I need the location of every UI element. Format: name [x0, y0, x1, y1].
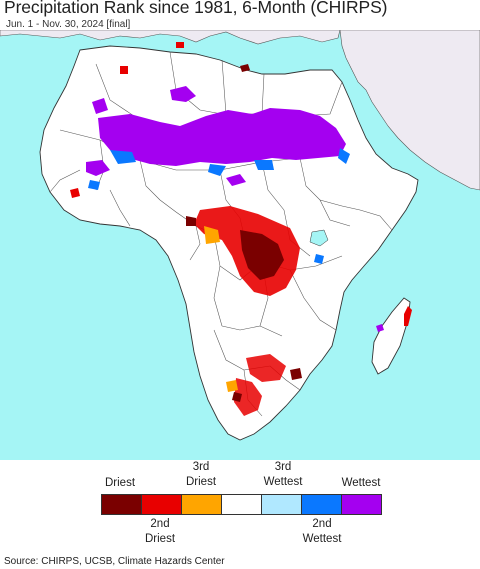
- legend-color-bar: [101, 494, 382, 515]
- legend-label-wettest: Wettest: [341, 477, 381, 489]
- legend-swatch-normal: [222, 495, 262, 514]
- legend-swatch-3rd-wettest: [262, 495, 302, 514]
- map-panel: [0, 30, 480, 460]
- europe-landmass: [0, 30, 341, 45]
- legend: Driest 3rd Driest 3rd Wettest Wettest 2n…: [0, 460, 480, 552]
- legend-swatch-wettest: [342, 495, 381, 514]
- legend-swatch-2nd-driest: [142, 495, 182, 514]
- dry-region-northwest: [70, 42, 412, 326]
- second-wettest-region: [88, 148, 350, 264]
- dry-region-south: [226, 354, 302, 416]
- dry-region-central: [186, 206, 300, 296]
- africa-map: [0, 30, 480, 460]
- legend-label-3rd-driest: 3rd Driest: [185, 461, 217, 488]
- legend-label-2nd-wettest: 2nd Wettest: [302, 518, 342, 545]
- map-title: Precipitation Rank since 1981, 6-Month (…: [4, 0, 388, 17]
- legend-label-2nd-driest: 2nd Driest: [144, 518, 176, 545]
- legend-label-3rd-wettest: 3rd Wettest: [263, 461, 303, 488]
- legend-label-driest: Driest: [104, 477, 136, 489]
- wettest-region: [86, 86, 384, 332]
- legend-swatch-3rd-driest: [182, 495, 222, 514]
- lake-victoria: [309, 229, 329, 247]
- source-credit: Source: CHIRPS, UCSB, Climate Hazards Ce…: [4, 556, 225, 567]
- legend-swatch-2nd-wettest: [302, 495, 342, 514]
- middle-east-landmass: [339, 30, 480, 191]
- legend-swatch-driest: [102, 495, 142, 514]
- map-subtitle: Jun. 1 - Nov. 30, 2024 [final]: [6, 19, 131, 30]
